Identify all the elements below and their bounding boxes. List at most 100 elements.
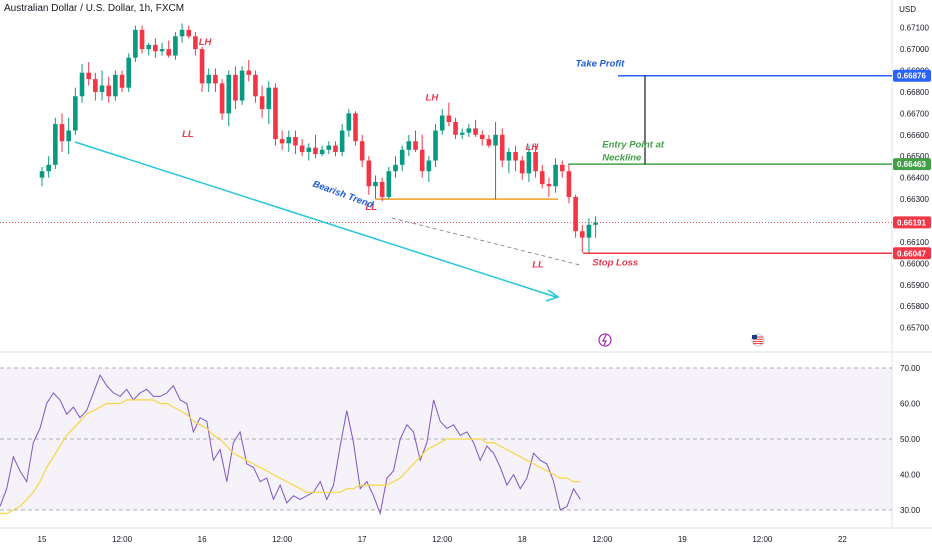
time-tick-label: 16 <box>198 535 207 544</box>
rsi-tick-label: 50.00 <box>900 435 921 444</box>
price-label-text: 0.66047 <box>897 249 926 258</box>
candle-body <box>213 75 218 84</box>
candle-body <box>413 141 418 150</box>
candle-body <box>173 36 178 55</box>
candle-body <box>66 131 71 142</box>
time-tick-label: 17 <box>358 535 367 544</box>
candle-body <box>453 122 458 135</box>
candle-body <box>320 150 325 154</box>
candle-body <box>593 223 598 225</box>
candle-body <box>160 49 165 51</box>
chart-annotation: LH <box>199 37 213 48</box>
candle-body <box>100 86 105 92</box>
price-tick-label: 0.66300 <box>900 195 929 204</box>
time-tick-label: 12:00 <box>112 535 133 544</box>
time-tick-label: 18 <box>518 535 527 544</box>
candle-body <box>567 171 572 197</box>
candle-body <box>246 71 251 75</box>
candle-body <box>253 75 258 96</box>
candle-body <box>120 75 125 88</box>
price-tick-label: 0.67000 <box>900 45 929 54</box>
bearish-trend-arrow <box>75 142 556 297</box>
candle-body <box>407 141 412 150</box>
candle-body <box>587 225 592 238</box>
candle-body <box>527 152 532 173</box>
candle-body <box>580 231 585 237</box>
candle-body <box>307 148 312 152</box>
candle-body <box>300 146 305 152</box>
time-tick-label: 22 <box>838 535 847 544</box>
price-tick-label: 0.65800 <box>900 302 929 311</box>
candle-body <box>540 171 545 184</box>
price-tick-label: 0.66700 <box>900 109 929 118</box>
candle-body <box>293 137 298 146</box>
candle-body <box>573 197 578 231</box>
candle-body <box>487 139 492 145</box>
price-tick-label: 0.66100 <box>900 238 929 247</box>
price-tick-label: 0.65900 <box>900 281 929 290</box>
candle-body <box>353 113 358 141</box>
chart-annotation: Bearish Trend <box>311 179 375 211</box>
candle-body <box>520 161 525 174</box>
candle-body <box>500 135 505 161</box>
chart-annotation: LL <box>182 129 194 140</box>
candle-body <box>433 131 438 161</box>
candle-body <box>400 150 405 165</box>
chart-annotation: LL <box>532 260 544 271</box>
candle-body <box>327 146 332 150</box>
price-label-text: 0.66876 <box>897 72 926 81</box>
candle-body <box>226 75 231 114</box>
candle-body <box>380 182 385 197</box>
candle-body <box>273 88 278 139</box>
candle-body <box>93 79 98 92</box>
candle-body <box>360 141 365 160</box>
time-tick-label: 15 <box>38 535 47 544</box>
candle-body <box>427 161 432 172</box>
candle-body <box>286 137 291 143</box>
candle-body <box>73 96 78 130</box>
candle-body <box>373 182 378 186</box>
time-tick-label: 12:00 <box>272 535 293 544</box>
rsi-tick-label: 40.00 <box>900 471 921 480</box>
candle-body <box>140 30 145 49</box>
candle-body <box>233 75 238 101</box>
price-label-text: 0.66463 <box>897 160 926 169</box>
candle-body <box>206 75 211 84</box>
candle-body <box>180 30 185 36</box>
candle-body <box>106 86 111 97</box>
rsi-tick-label: 60.00 <box>900 400 921 409</box>
candle-body <box>146 45 151 49</box>
chart-annotation: Stop Loss <box>592 257 638 268</box>
price-tick-label: 0.65700 <box>900 324 929 333</box>
chart-annotation: LH <box>426 93 440 104</box>
time-tick-label: 12:00 <box>752 535 773 544</box>
candle-body <box>40 171 45 177</box>
candle-body <box>113 75 118 96</box>
candle-body <box>420 150 425 171</box>
candle-body <box>133 30 138 58</box>
candle-body <box>493 135 498 146</box>
flag-canton <box>752 335 757 339</box>
candle-body <box>507 152 512 161</box>
candle-body <box>367 161 372 187</box>
candle-body <box>393 165 398 171</box>
price-tick-label: 0.66600 <box>900 131 929 140</box>
candle-body <box>553 165 558 186</box>
candle-body <box>513 152 518 161</box>
candle-body <box>387 171 392 197</box>
candle-body <box>333 146 338 152</box>
candle-body <box>340 131 345 152</box>
rsi-tick-label: 30.00 <box>900 506 921 515</box>
candle-body <box>460 133 465 135</box>
candle-body <box>280 139 285 143</box>
candle-body <box>153 45 158 51</box>
candle-body <box>186 30 191 36</box>
candle-body <box>200 49 205 83</box>
candle-body <box>480 135 485 139</box>
price-tick-label: 0.66000 <box>900 259 929 268</box>
candle-body <box>86 73 91 79</box>
candle-body <box>467 128 472 132</box>
candle-body <box>347 113 352 130</box>
